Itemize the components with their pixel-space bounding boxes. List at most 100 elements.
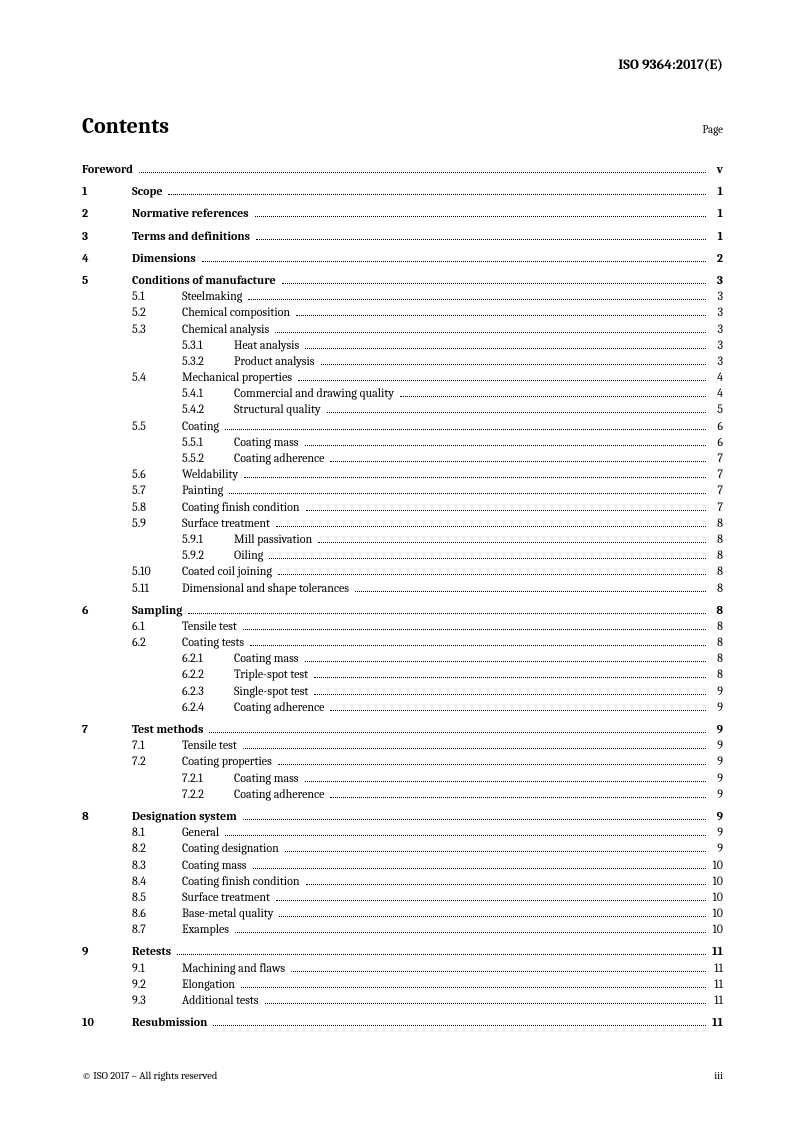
toc-entry: 7.2.2Coating adherence9 <box>82 786 723 802</box>
toc-entry-title: Dimensions <box>132 250 199 266</box>
toc-entry-page: 6 <box>709 434 723 450</box>
toc-entry: 6.2.1Coating mass8 <box>82 650 723 666</box>
toc-entry: 10Resubmission11 <box>82 1014 723 1030</box>
toc-entry: 8.6Base-metal quality10 <box>82 905 723 921</box>
toc-leader <box>209 724 706 733</box>
toc-entry-title: Test methods <box>132 721 206 737</box>
toc-entry-number: 1 <box>82 183 132 199</box>
toc-entry-page: 1 <box>709 205 723 221</box>
toc-leader <box>265 995 706 1004</box>
toc-entry-page: 10 <box>709 905 723 921</box>
toc-leader <box>330 453 706 462</box>
toc-entry-number: 5.4.2 <box>182 401 234 417</box>
toc-entry-title: Normative references <box>132 205 252 221</box>
toc-leader <box>250 637 706 646</box>
toc-leader <box>318 534 706 543</box>
toc-entry: 6.2.2Triple-spot test8 <box>82 666 723 682</box>
toc-entry: 5.5Coating6 <box>82 418 723 434</box>
toc-entry-number: 8.3 <box>132 857 182 873</box>
toc-entry-number: 5.5 <box>132 418 182 434</box>
toc-entry-title: Sampling <box>132 602 185 618</box>
toc-entry: 7.1Tensile test9 <box>82 737 723 753</box>
toc-entry-title: Product analysis <box>234 353 318 369</box>
toc-entry-title: Coating finish condition <box>182 873 303 889</box>
toc-entry-number: 5.8 <box>132 499 182 515</box>
toc-entry-number: 10 <box>82 1014 132 1030</box>
toc-entry: 5.7Painting7 <box>82 482 723 498</box>
toc-entry-title: Steelmaking <box>182 288 245 304</box>
toc-entry-title: Coating <box>182 418 222 434</box>
toc-leader <box>269 550 706 559</box>
toc-entry-page: 8 <box>709 547 723 563</box>
toc-leader <box>235 924 706 933</box>
toc-leader <box>188 605 706 614</box>
toc-entry-title: Tensile test <box>182 737 240 753</box>
toc-entry-page: 9 <box>709 753 723 769</box>
toc-leader <box>256 231 706 240</box>
toc-entry-number: 9.1 <box>132 960 182 976</box>
toc-entry-number: 5.10 <box>132 563 182 579</box>
toc-leader <box>202 253 706 262</box>
footer-copyright: © ISO 2017 – All rights reserved <box>82 1070 217 1082</box>
toc-entry: 6.2.4Coating adherence9 <box>82 699 723 715</box>
toc-leader <box>253 860 706 869</box>
toc-leader <box>255 208 706 217</box>
toc-entry-number: 5.2 <box>132 304 182 320</box>
toc-leader <box>229 485 706 494</box>
toc-entry: 9.1Machining and flaws11 <box>82 960 723 976</box>
toc-entry-number: 7 <box>82 721 132 737</box>
toc-entry-number: 6.1 <box>132 618 182 634</box>
toc-leader <box>306 876 706 885</box>
toc-entry: 5.4.2Structural quality5 <box>82 401 723 417</box>
toc-entry-number: 5.3.2 <box>182 353 234 369</box>
toc-entry: 5.9Surface treatment8 <box>82 515 723 531</box>
toc-entry-number: 5.5.1 <box>182 434 234 450</box>
toc-entry: 5.9.2Oiling8 <box>82 547 723 563</box>
toc-leader <box>282 275 706 284</box>
toc-entry: 8.3Coating mass10 <box>82 857 723 873</box>
toc-entry: 2Normative references1 <box>82 205 723 221</box>
toc-entry-number: 5.3.1 <box>182 337 234 353</box>
toc-entry-page: 7 <box>709 450 723 466</box>
toc-entry-title: Oiling <box>234 547 266 563</box>
toc-entry: 8.2Coating designation9 <box>82 840 723 856</box>
toc-entry-number: 8 <box>82 808 132 824</box>
toc-entry-number: 5.1 <box>132 288 182 304</box>
toc-entry: 5.2Chemical composition3 <box>82 304 723 320</box>
toc-entry-page: 11 <box>709 992 723 1008</box>
toc-entry-page: 8 <box>709 666 723 682</box>
toc-entry: 5.9.1Mill passivation8 <box>82 531 723 547</box>
toc-entry-title: Coating adherence <box>234 450 327 466</box>
toc-entry-title: Coating mass <box>234 434 302 450</box>
toc-entry-number: 9 <box>82 943 132 959</box>
toc-entry-number: 8.2 <box>132 840 182 856</box>
toc-entry-page: 4 <box>709 369 723 385</box>
toc-entry: 8Designation system9 <box>82 808 723 824</box>
toc-entry-page: 9 <box>709 699 723 715</box>
toc-entry-title: Conditions of manufacture <box>132 272 279 288</box>
toc-entry-title: Designation system <box>132 808 240 824</box>
toc-entry-title: Surface treatment <box>182 889 273 905</box>
toc-entry-number: 5.3 <box>132 321 182 337</box>
toc-entry-number: 9.3 <box>132 992 182 1008</box>
toc-leader <box>213 1017 706 1026</box>
toc-entry-page: 11 <box>709 1014 723 1030</box>
toc-entry-number: 5.9.1 <box>182 531 234 547</box>
toc-leader <box>278 566 706 575</box>
toc-entry-number: 7.2.2 <box>182 786 234 802</box>
toc-leader <box>248 291 706 300</box>
toc-entry-number: 6.2.3 <box>182 683 234 699</box>
table-of-contents: Forewordv1Scope12Normative references13T… <box>82 161 723 1030</box>
toc-leader <box>296 307 706 316</box>
toc-leader <box>330 789 706 798</box>
toc-entry-title: Tensile test <box>182 618 240 634</box>
toc-entry-page: v <box>709 161 723 177</box>
toc-entry: 5.4Mechanical properties4 <box>82 369 723 385</box>
toc-entry-title: Scope <box>132 183 165 199</box>
toc-entry-title: Mechanical properties <box>182 369 295 385</box>
toc-leader <box>243 740 706 749</box>
toc-entry-title: Weldability <box>182 466 241 482</box>
toc-entry-page: 10 <box>709 889 723 905</box>
toc-entry: 5.6Weldability7 <box>82 466 723 482</box>
toc-entry-page: 3 <box>709 288 723 304</box>
